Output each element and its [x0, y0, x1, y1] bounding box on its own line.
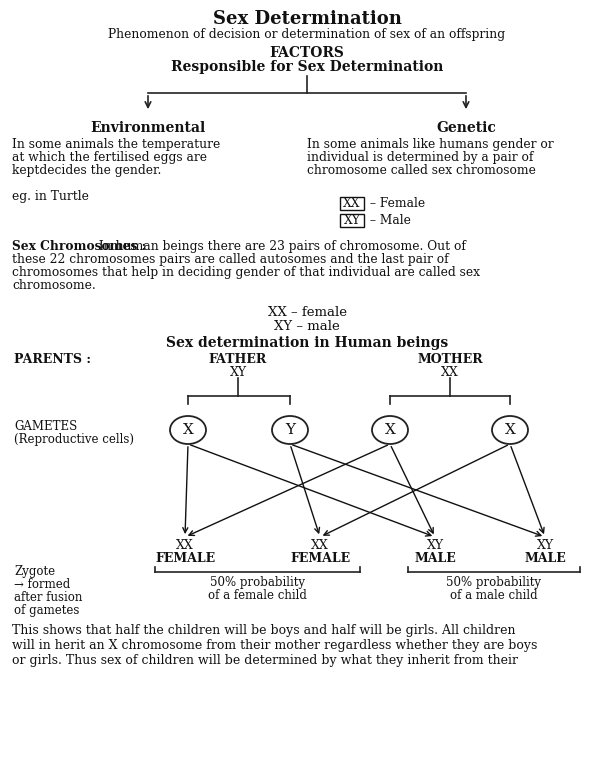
Text: of gametes: of gametes [14, 604, 79, 617]
Text: Y: Y [285, 423, 295, 437]
Text: chromosome called sex chromosome: chromosome called sex chromosome [307, 164, 536, 177]
Text: XX: XX [441, 366, 459, 379]
Text: these 22 chromosomes pairs are called autosomes and the last pair of: these 22 chromosomes pairs are called au… [12, 253, 449, 266]
Ellipse shape [272, 416, 308, 444]
Text: FEMALE: FEMALE [290, 552, 350, 565]
Text: MALE: MALE [524, 552, 566, 565]
Text: GAMETES: GAMETES [14, 420, 77, 433]
Text: Genetic: Genetic [436, 121, 496, 135]
Text: of a female child: of a female child [208, 589, 306, 602]
Text: In some animals like humans gender or: In some animals like humans gender or [307, 138, 554, 151]
Text: (Reproductive cells): (Reproductive cells) [14, 433, 134, 446]
Text: at which the fertilised eggs are: at which the fertilised eggs are [12, 151, 207, 164]
Text: XY – male: XY – male [274, 320, 340, 333]
Text: or girls. Thus sex of children will be determined by what they inherit from thei: or girls. Thus sex of children will be d… [12, 654, 518, 667]
Text: PARENTS :: PARENTS : [14, 353, 91, 366]
Text: – Female: – Female [366, 197, 425, 210]
Text: – Male: – Male [366, 214, 411, 227]
Text: → formed: → formed [14, 578, 70, 591]
Ellipse shape [170, 416, 206, 444]
Text: X: X [505, 423, 515, 437]
Text: XY: XY [427, 539, 443, 552]
Ellipse shape [492, 416, 528, 444]
Text: MALE: MALE [414, 552, 456, 565]
Text: XX: XX [311, 539, 329, 552]
Text: XX: XX [343, 197, 361, 210]
Text: Responsible for Sex Determination: Responsible for Sex Determination [171, 60, 443, 74]
Text: X: X [182, 423, 193, 437]
Text: MOTHER: MOTHER [417, 353, 483, 366]
Text: Sex determination in Human beings: Sex determination in Human beings [166, 336, 448, 350]
Text: Sex Chromosomes :: Sex Chromosomes : [12, 240, 146, 253]
Text: This shows that half the children will be boys and half will be girls. All child: This shows that half the children will b… [12, 624, 516, 637]
Text: XX: XX [176, 539, 194, 552]
Text: 50% probability: 50% probability [446, 576, 542, 589]
Ellipse shape [372, 416, 408, 444]
FancyBboxPatch shape [340, 214, 364, 227]
Text: Sex Determination: Sex Determination [212, 10, 402, 28]
Text: will in herit an X chromosome from their mother regardless whether they are boys: will in herit an X chromosome from their… [12, 639, 537, 652]
Text: FEMALE: FEMALE [155, 552, 215, 565]
Text: eg. in Turtle: eg. in Turtle [12, 190, 89, 203]
Text: Zygote: Zygote [14, 565, 55, 578]
Text: after fusion: after fusion [14, 591, 82, 604]
Text: XX – female: XX – female [268, 306, 346, 319]
Text: FATHER: FATHER [209, 353, 267, 366]
Text: chromosome.: chromosome. [12, 279, 96, 292]
Text: 50% probability: 50% probability [209, 576, 305, 589]
FancyBboxPatch shape [340, 197, 364, 210]
Text: XY: XY [230, 366, 247, 379]
Text: XY: XY [343, 214, 360, 227]
Text: In some animals the temperature: In some animals the temperature [12, 138, 220, 151]
Text: XY: XY [537, 539, 554, 552]
Text: of a male child: of a male child [450, 589, 538, 602]
Text: individual is determined by a pair of: individual is determined by a pair of [307, 151, 534, 164]
Text: In human beings there are 23 pairs of chromosome. Out of: In human beings there are 23 pairs of ch… [95, 240, 466, 253]
Text: chromosomes that help in deciding gender of that individual are called sex: chromosomes that help in deciding gender… [12, 266, 480, 279]
Text: FACTORS: FACTORS [270, 46, 344, 60]
Text: Environmental: Environmental [90, 121, 206, 135]
Text: keptdecides the gender.: keptdecides the gender. [12, 164, 161, 177]
Text: X: X [384, 423, 395, 437]
Text: Phenomenon of decision or determination of sex of an offspring: Phenomenon of decision or determination … [109, 28, 505, 41]
